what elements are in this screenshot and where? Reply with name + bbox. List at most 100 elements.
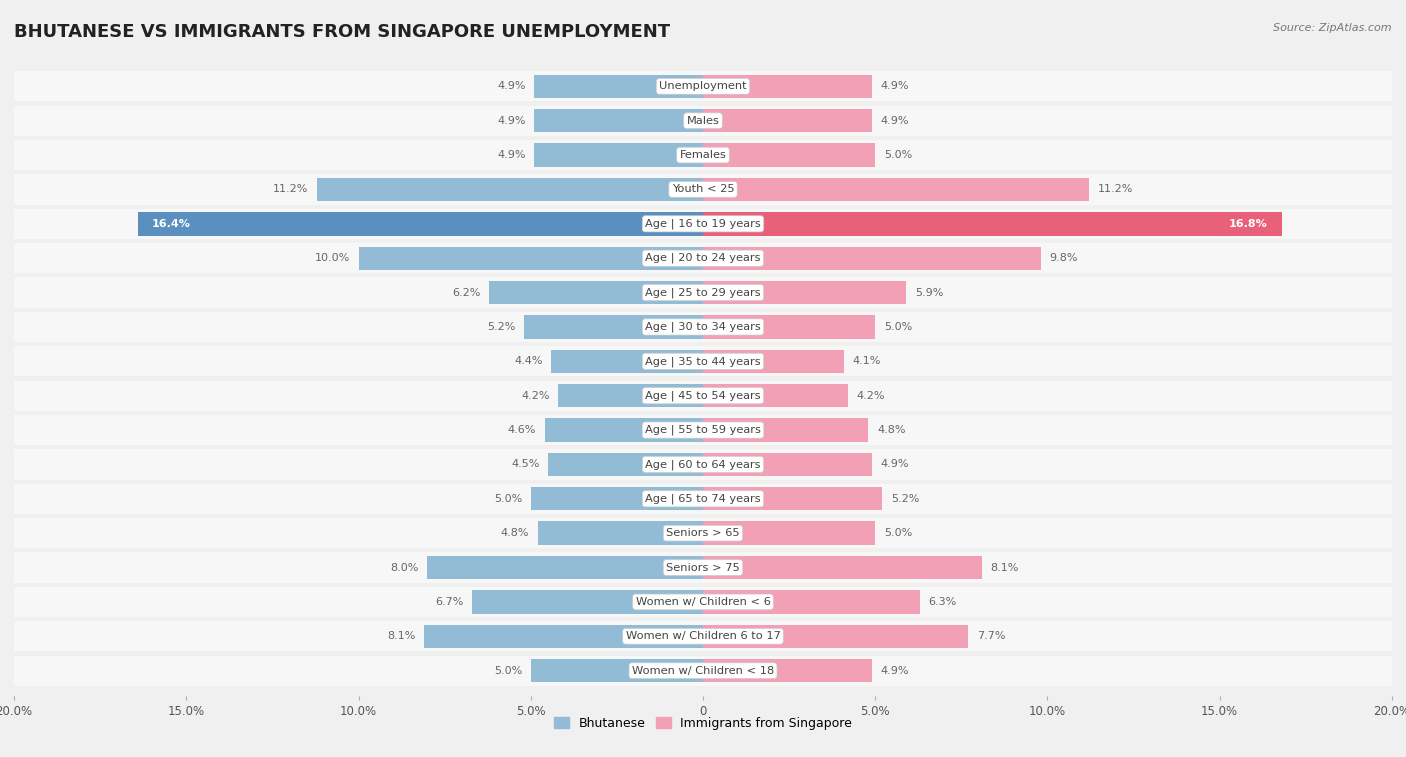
Text: Source: ZipAtlas.com: Source: ZipAtlas.com [1274,23,1392,33]
Text: 5.2%: 5.2% [891,494,920,504]
Bar [524,315,703,338]
Text: Age | 20 to 24 years: Age | 20 to 24 years [645,253,761,263]
Bar [14,621,1392,652]
Bar [14,450,1392,479]
Bar [14,278,1392,307]
Bar [14,209,1392,239]
Bar [703,212,1282,235]
Text: 5.0%: 5.0% [884,322,912,332]
Bar [14,174,1392,204]
Text: 6.2%: 6.2% [453,288,481,298]
Bar [703,659,872,682]
Text: Age | 35 to 44 years: Age | 35 to 44 years [645,356,761,366]
Bar [703,522,875,545]
Text: 6.7%: 6.7% [436,597,464,607]
Bar [14,553,1392,583]
Bar [14,518,1392,548]
Text: 11.2%: 11.2% [1098,185,1133,195]
Bar [14,140,1392,170]
Text: 5.0%: 5.0% [494,494,522,504]
Bar [14,656,1392,686]
Bar [534,143,703,167]
Text: 4.9%: 4.9% [880,81,908,92]
Bar [548,453,703,476]
Text: 4.5%: 4.5% [510,459,540,469]
Text: 8.1%: 8.1% [387,631,415,641]
Bar [14,587,1392,617]
Bar [531,659,703,682]
Text: Age | 25 to 29 years: Age | 25 to 29 years [645,288,761,298]
Text: Age | 45 to 54 years: Age | 45 to 54 years [645,391,761,401]
Bar [14,105,1392,136]
Text: Age | 16 to 19 years: Age | 16 to 19 years [645,219,761,229]
Text: 16.8%: 16.8% [1229,219,1268,229]
Bar [531,487,703,510]
Text: 4.8%: 4.8% [501,528,529,538]
Text: 4.9%: 4.9% [498,116,526,126]
Bar [703,247,1040,270]
Bar [703,281,907,304]
Text: 4.9%: 4.9% [880,665,908,676]
Text: 4.8%: 4.8% [877,425,905,435]
Bar [703,315,875,338]
Bar [14,381,1392,411]
Bar [703,178,1088,201]
Bar [551,350,703,373]
Text: 5.2%: 5.2% [486,322,515,332]
Text: 5.0%: 5.0% [884,150,912,160]
Bar [544,419,703,442]
Bar [703,556,981,579]
Bar [703,625,969,648]
Bar [703,109,872,132]
Text: 6.3%: 6.3% [928,597,957,607]
Text: 4.1%: 4.1% [853,357,882,366]
Bar [427,556,703,579]
Bar [472,590,703,614]
Text: 8.0%: 8.0% [391,562,419,572]
Bar [359,247,703,270]
Bar [703,590,920,614]
Bar [14,346,1392,376]
Bar [537,522,703,545]
Text: Age | 55 to 59 years: Age | 55 to 59 years [645,425,761,435]
Text: 10.0%: 10.0% [315,253,350,263]
Text: Females: Females [679,150,727,160]
Bar [703,350,844,373]
Legend: Bhutanese, Immigrants from Singapore: Bhutanese, Immigrants from Singapore [548,712,858,735]
Bar [534,109,703,132]
Text: 8.1%: 8.1% [991,562,1019,572]
Bar [425,625,703,648]
Text: Age | 60 to 64 years: Age | 60 to 64 years [645,459,761,469]
Text: Seniors > 75: Seniors > 75 [666,562,740,572]
Bar [14,484,1392,514]
Text: BHUTANESE VS IMMIGRANTS FROM SINGAPORE UNEMPLOYMENT: BHUTANESE VS IMMIGRANTS FROM SINGAPORE U… [14,23,671,41]
Text: 4.2%: 4.2% [856,391,884,400]
Bar [14,243,1392,273]
Text: Age | 30 to 34 years: Age | 30 to 34 years [645,322,761,332]
Bar [703,384,848,407]
Text: Women w/ Children < 6: Women w/ Children < 6 [636,597,770,607]
Text: Age | 65 to 74 years: Age | 65 to 74 years [645,494,761,504]
Text: 5.0%: 5.0% [494,665,522,676]
Bar [703,75,872,98]
Text: 9.8%: 9.8% [1049,253,1077,263]
Bar [14,415,1392,445]
Bar [558,384,703,407]
Bar [318,178,703,201]
Bar [14,71,1392,101]
Bar [703,453,872,476]
Text: Unemployment: Unemployment [659,81,747,92]
Text: 4.4%: 4.4% [515,357,543,366]
Text: 4.9%: 4.9% [880,116,908,126]
Bar [703,143,875,167]
Text: Seniors > 65: Seniors > 65 [666,528,740,538]
Text: 4.2%: 4.2% [522,391,550,400]
Text: 4.6%: 4.6% [508,425,536,435]
Text: Males: Males [686,116,720,126]
Bar [138,212,703,235]
Text: 5.9%: 5.9% [915,288,943,298]
Text: Youth < 25: Youth < 25 [672,185,734,195]
Bar [703,419,869,442]
Bar [14,312,1392,342]
Text: 4.9%: 4.9% [880,459,908,469]
